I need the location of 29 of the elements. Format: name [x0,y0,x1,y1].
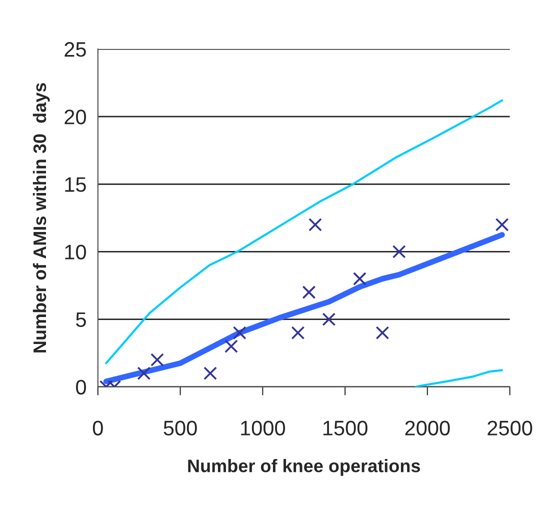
y-tick-label: 20 [64,110,86,124]
line-series [105,99,504,364]
y-tick-label: 15 [65,177,86,192]
point [352,272,366,286]
point [204,366,217,380]
x-tick-label: 0 [92,420,103,436]
point [137,366,151,380]
y-tick-label: 25 [64,42,86,57]
x-tick-label: 500 [164,420,197,436]
point [291,326,305,340]
y-tick-label: 10 [65,244,86,260]
x-tick-label: 2000 [405,420,450,436]
x-tick-label: 1500 [323,420,368,436]
point [376,326,390,340]
x-tick-label: 1000 [241,420,286,436]
x-axis-title: Number of knee operations [188,459,420,476]
y-axis-title: Number of AMIs within 30 days [32,83,50,352]
point [150,353,164,367]
point [392,245,406,258]
point [308,218,322,232]
point [232,326,246,340]
y-tick-label: 5 [76,312,86,328]
point [322,312,336,326]
y-tick-label: 0 [76,380,86,395]
point [302,286,316,299]
line-series [414,369,504,387]
point [224,340,238,354]
point [495,218,509,232]
x-tick-label: 2500 [488,420,532,436]
